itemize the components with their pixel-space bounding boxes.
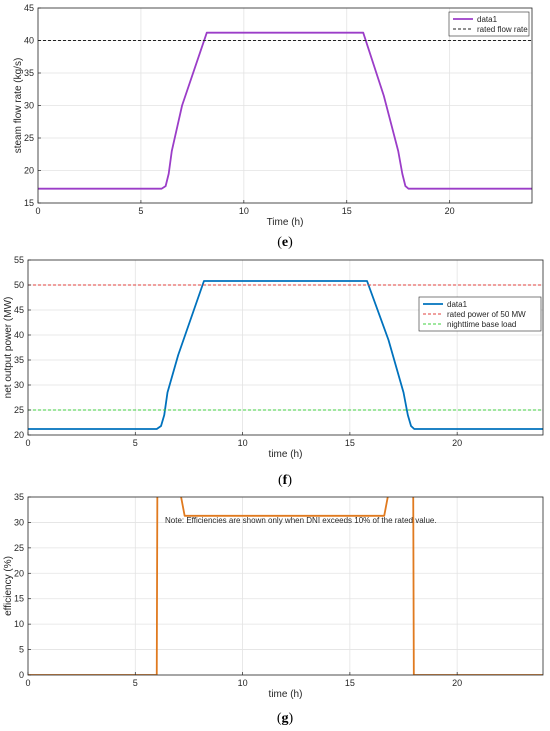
- y-tick-label: 35: [24, 68, 34, 78]
- x-tick-label: 15: [345, 438, 355, 448]
- x-tick-label: 5: [138, 206, 143, 216]
- y-tick-label: 30: [24, 101, 34, 111]
- legend-label: nighttime base load: [447, 320, 516, 329]
- y-tick-label: 55: [14, 255, 24, 265]
- y-tick-label: 25: [14, 405, 24, 415]
- y-tick-label: 30: [14, 380, 24, 390]
- series-line-efficiency: [28, 497, 543, 675]
- x-tick-label: 20: [452, 438, 462, 448]
- series-line-data1: [28, 280, 543, 430]
- x-tick-label: 0: [35, 206, 40, 216]
- y-tick-label: 30: [14, 517, 24, 527]
- y-axis-label: efficiency (%): [3, 556, 14, 616]
- x-tick-label: 5: [133, 678, 138, 688]
- y-tick-label: 45: [14, 305, 24, 315]
- legend-label: data1: [477, 15, 498, 24]
- legend-label: rated power of 50 MW: [447, 310, 526, 319]
- y-axis-label: steam flow rate (kg/s): [13, 58, 24, 154]
- x-axis-label: time (h): [269, 689, 303, 700]
- chart-f: 0 5 10 15 20 20 25 30 35 40 45 50 55 time (h) net outp…: [3, 255, 544, 460]
- x-tick-label: 10: [238, 438, 248, 448]
- y-tick-label: 35: [14, 355, 24, 365]
- axes-frame: [27, 496, 544, 676]
- chart-e: 0 5 10 15 20 15 20 25 30 35 40 45 Time (h) steam flow…: [13, 3, 533, 228]
- y-tick-label: 50: [14, 280, 24, 290]
- annotation-note: Note: Efficiencies are shown only when D…: [165, 516, 437, 525]
- y-tick-label: 25: [24, 133, 34, 143]
- caption-f: (f): [278, 473, 292, 488]
- axes-frame: [27, 259, 544, 436]
- y-tick-label: 20: [24, 166, 34, 176]
- x-axis-label: Time (h): [267, 217, 304, 228]
- y-tick-label: 5: [19, 645, 24, 655]
- y-tick-label: 10: [14, 619, 24, 629]
- x-tick-label: 20: [452, 678, 462, 688]
- y-tick-label: 15: [14, 594, 24, 604]
- y-tick-label: 45: [24, 3, 34, 13]
- plot-area: [28, 260, 543, 435]
- y-tick-label: 20: [14, 430, 24, 440]
- x-tick-label: 0: [25, 438, 30, 448]
- x-tick-label: 5: [133, 438, 138, 448]
- caption-g: (g): [277, 711, 294, 726]
- x-tick-label: 10: [238, 678, 248, 688]
- x-tick-label: 20: [445, 206, 455, 216]
- legend-label: data1: [447, 300, 468, 309]
- y-tick-label: 35: [14, 492, 24, 502]
- chart-g: 0 5 10 15 20 0 5 10 15 20 25 30 35 time (h) efficiency…: [3, 492, 544, 700]
- y-tick-label: 40: [24, 36, 34, 46]
- series-line-data1: [38, 31, 532, 190]
- x-tick-label: 15: [345, 678, 355, 688]
- y-tick-label: 40: [14, 330, 24, 340]
- x-tick-label: 0: [25, 678, 30, 688]
- y-tick-label: 20: [14, 568, 24, 578]
- x-tick-label: 15: [342, 206, 352, 216]
- x-axis-label: time (h): [269, 449, 303, 460]
- y-tick-label: 0: [19, 670, 24, 680]
- x-tick-label: 10: [239, 206, 249, 216]
- legend-box: [448, 11, 530, 37]
- legend-label: rated flow rate: [477, 25, 528, 34]
- y-tick-label: 25: [14, 543, 24, 553]
- y-axis-label: net output power (MW): [3, 297, 14, 399]
- y-tick-label: 15: [24, 198, 34, 208]
- caption-e: (e): [277, 235, 293, 250]
